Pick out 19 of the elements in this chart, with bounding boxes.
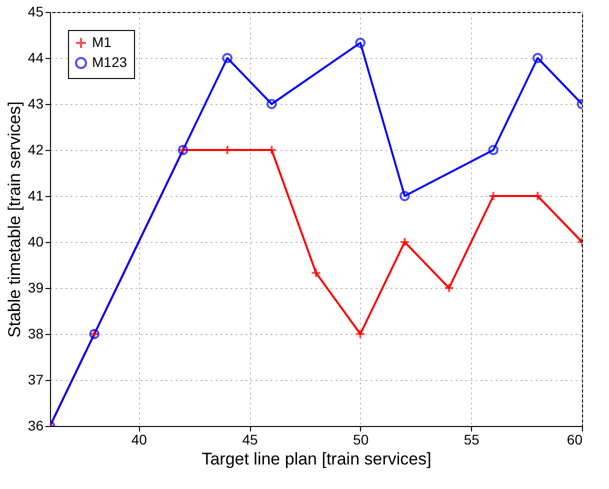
y-tick-label: 39 <box>28 280 44 296</box>
y-tick-label: 40 <box>28 234 44 250</box>
x-axis-title: Target line plan [train services] <box>202 450 432 468</box>
legend-label: M1 <box>92 34 112 50</box>
y-axis-title: Stable timetable [train services] <box>4 101 24 338</box>
x-tick-label: 40 <box>131 432 148 448</box>
x-tick-label: 60 <box>566 432 583 448</box>
x-tick-label: 55 <box>464 432 480 448</box>
y-tick-label: 38 <box>28 326 44 342</box>
y-tick-label: 43 <box>28 96 44 112</box>
y-tick-label: 45 <box>28 4 44 20</box>
y-tick-label: 42 <box>28 142 44 158</box>
y-tick-label: 36 <box>28 418 44 434</box>
y-tick-label: 37 <box>28 372 44 388</box>
y-tick-label: 44 <box>28 50 44 66</box>
legend-label: M123 <box>92 54 128 70</box>
x-tick-label: 50 <box>353 432 369 448</box>
x-tick-label: 45 <box>242 432 258 448</box>
y-tick-label: 41 <box>28 188 44 204</box>
